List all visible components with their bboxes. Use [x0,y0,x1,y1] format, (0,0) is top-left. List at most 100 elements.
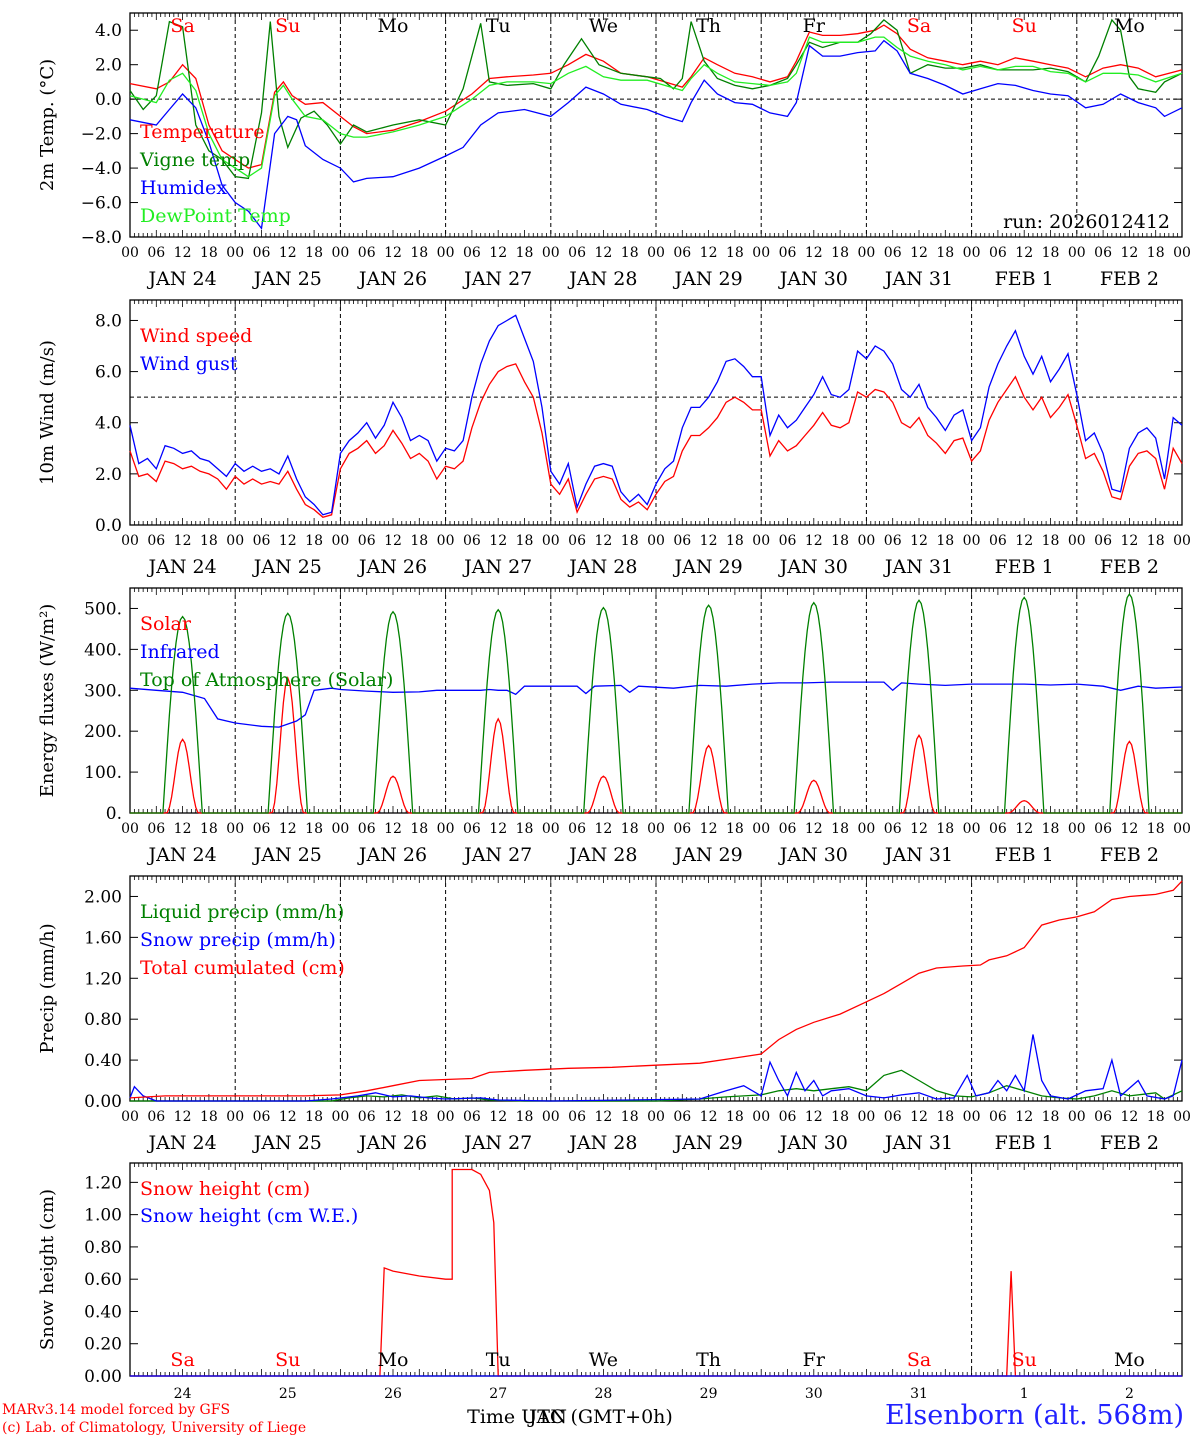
x-day-number: 24 [174,1386,192,1402]
y-tick-label: 0.0 [95,90,122,110]
y-tick-label: 2.0 [95,465,122,485]
x-hour-label: 06 [358,821,376,837]
legend-entry: Snow height (cm W.E.) [140,1205,358,1227]
series-line-snow-height-cm- [130,1168,1182,1377]
x-hour-label: 12 [384,821,402,837]
x-hour-label: 12 [594,245,612,261]
x-day-number: 31 [910,1386,928,1402]
y-tick-label: 400. [84,640,122,660]
y-tick-label: 8.0 [95,311,122,331]
weekday-label: Su [275,1349,300,1371]
x-hour-label: 12 [594,1109,612,1125]
x-date-label: JAN 29 [673,844,743,866]
x-hour-label: 12 [1015,533,1033,549]
x-hour-label: 18 [1042,245,1060,261]
y-tick-label: −4.0 [81,159,122,179]
x-hour-label: 18 [200,821,218,837]
weekday-label: Mo [1114,15,1145,37]
x-hour-label: 12 [594,821,612,837]
x-hour-label: 06 [147,821,165,837]
x-hour-label: 00 [1068,533,1086,549]
x-day-number: 26 [384,1386,402,1402]
x-hour-label: 06 [1094,533,1112,549]
x-hour-label: 00 [1068,821,1086,837]
x-hour-label: 18 [726,821,744,837]
x-hour-label: 06 [147,245,165,261]
x-hour-label: 18 [936,1109,954,1125]
x-hour-label: 06 [1094,821,1112,837]
x-hour-label: 18 [831,821,849,837]
x-hour-label: 12 [700,821,718,837]
y-tick-label: 300. [84,681,122,701]
x-hour-label: 12 [1015,1109,1033,1125]
legend-entry: Humidex [140,177,227,199]
legend-entry: Solar [140,613,192,635]
x-date-label: JAN 30 [778,1132,848,1154]
legend-entry: Wind speed [140,325,252,347]
x-hour-label: 12 [384,533,402,549]
x-hour-label: 00 [437,533,455,549]
x-hour-label: 06 [673,533,691,549]
x-hour-label: 00 [437,1109,455,1125]
x-hour-label: 18 [1147,821,1165,837]
x-hour-label: 00 [752,245,770,261]
x-hour-label: 00 [542,1109,560,1125]
x-hour-label: 00 [647,1109,665,1125]
x-hour-label: 00 [857,533,875,549]
x-hour-label: 06 [884,1109,902,1125]
x-hour-label: 06 [673,821,691,837]
weekday-label: Sa [170,15,194,37]
x-hour-label: 12 [910,821,928,837]
weekday-label: Sa [907,1349,931,1371]
x-hour-label: 12 [700,1109,718,1125]
y-tick-label: 2.00 [84,887,122,907]
x-date-label: JAN 27 [462,556,532,578]
x-hour-label: 06 [253,533,271,549]
x-hour-label: 06 [779,245,797,261]
x-date-label: JAN 24 [147,268,217,290]
x-hour-label: 12 [1120,1109,1138,1125]
x-hour-label: 12 [700,533,718,549]
x-date-label: FEB 1 [995,556,1054,578]
x-date-label: JAN 29 [673,556,743,578]
x-hour-label: 00 [226,821,244,837]
x-hour-label: 00 [752,533,770,549]
x-hour-label: 00 [647,533,665,549]
x-hour-label: 18 [516,1109,534,1125]
station-label: Elsenborn (alt. 568m) [885,1400,1184,1431]
legend-entry: Wind gust [140,353,238,375]
x-hour-label: 12 [594,533,612,549]
x-hour-label: 00 [226,1109,244,1125]
weekday-label: Sa [907,15,931,37]
x-date-label: JAN 31 [883,1132,953,1154]
x-hour-label: 12 [279,821,297,837]
weekday-label: Su [1012,15,1037,37]
x-date-label: FEB 1 [995,268,1054,290]
y-tick-label: 0.00 [84,1092,122,1112]
x-hour-label: 18 [621,821,639,837]
panel-energy: 0. 100. 200. 300. 400. 500. Energy fluxes (W/m… [37,587,1191,866]
x-hour-label: 06 [568,245,586,261]
y-tick-label: 0.0 [95,516,122,536]
x-hour-label: 12 [279,533,297,549]
x-hour-label: 18 [305,245,323,261]
x-hour-label: 06 [463,533,481,549]
x-hour-label: 18 [1042,533,1060,549]
x-hour-label: 12 [489,1109,507,1125]
y-axis-label: 10m Wind (m/s) [37,340,58,485]
y-tick-label: 0.80 [84,1010,122,1030]
x-hour-label: 00 [331,821,349,837]
x-hour-label: 00 [331,533,349,549]
x-hour-label: 18 [726,1109,744,1125]
x-date-label: JAN 27 [462,844,532,866]
x-hour-label: 06 [463,1109,481,1125]
legend-entry: Snow height (cm) [140,1178,310,1200]
x-hour-label: 06 [1094,1109,1112,1125]
x-hour-label: 12 [384,1109,402,1125]
panel-precip: 0.00 0.40 0.80 1.20 1.60 2.00 Precip (mm/h) Liq… [37,875,1191,1154]
x-hour-label: 00 [331,1109,349,1125]
x-hour-label: 12 [910,533,928,549]
x-hour-label: 18 [831,245,849,261]
x-hour-label: 00 [1173,245,1191,261]
weekday-label: Fr [803,15,826,37]
